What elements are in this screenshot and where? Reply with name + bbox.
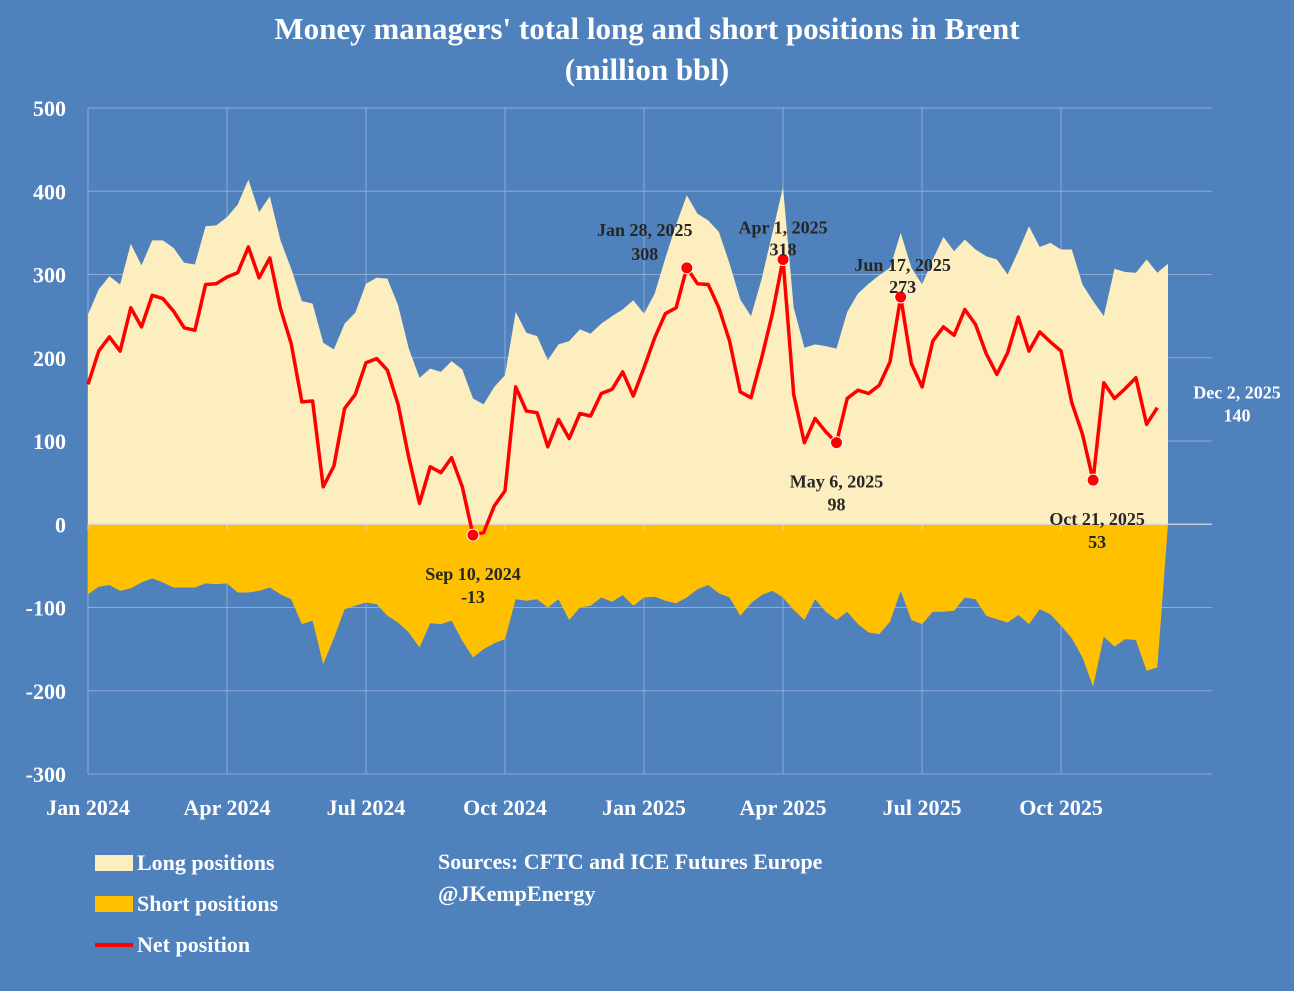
annotation: Dec 2, 2025 140 [1193, 383, 1280, 426]
net-position-line [86, 245, 1159, 537]
annotation: Sep 10, 2024 -13 [425, 528, 521, 607]
author-handle: @JKempEnergy [438, 881, 596, 906]
y-tick-label: 300 [33, 263, 66, 288]
chart-title-line2: (million bbl) [564, 52, 730, 87]
x-axis-ticks: Jan 2024 Apr 2024 Jul 2024 Oct 2024 Jan 2025… [46, 795, 1103, 820]
zero-axis [87, 523, 1212, 531]
x-tick-label: Apr 2025 [740, 795, 827, 820]
annotation-marker [830, 436, 844, 450]
long-positions-area [88, 179, 1168, 525]
x-tick-label: Jan 2024 [46, 795, 130, 820]
legend-item-short: Short positions [95, 883, 278, 924]
annotation-value: 98 [828, 495, 846, 515]
annotation-marker [466, 528, 480, 542]
legend-label-net: Net position [137, 931, 251, 957]
x-tick-label: Jan 2025 [602, 795, 686, 820]
annotation-value: 308 [631, 244, 658, 264]
annotation-date: Oct 21, 2025 [1049, 509, 1144, 529]
y-tick-label: -300 [26, 762, 66, 787]
legend-item-net: Net position [95, 924, 278, 965]
chart-title: Money managers' total long and short pos… [0, 8, 1294, 90]
legend-item-long: Long positions [95, 842, 278, 883]
legend-swatch-net [95, 942, 133, 947]
legend-swatch-short [95, 895, 133, 912]
legend-label-long: Long positions [137, 849, 275, 875]
area-series [88, 179, 1168, 687]
annotation-date: Dec 2, 2025 [1193, 383, 1280, 403]
legend-label-short: Short positions [137, 890, 279, 916]
annotation-marker [894, 290, 908, 304]
annotation-value: 318 [770, 240, 797, 260]
annotation: Oct 21, 2025 53 [1049, 473, 1145, 552]
annotation-date: Jan 28, 2025 [597, 220, 693, 240]
x-tick-label: Oct 2025 [1019, 795, 1103, 820]
net-line-series [86, 245, 1159, 537]
annotation: May 6, 2025 98 [790, 436, 884, 515]
annotation-value: 273 [889, 277, 916, 297]
legend: Long positions Short positions Net posit… [95, 842, 278, 965]
source-line: Sources: CFTC and ICE Futures Europe [438, 849, 823, 874]
annotation-date: May 6, 2025 [790, 472, 884, 492]
x-tick-label: Oct 2024 [463, 795, 547, 820]
annotation-marker [1086, 473, 1100, 487]
source-note: Sources: CFTC and ICE Futures Europe @JK… [438, 846, 822, 910]
annotation-date: Apr 1, 2025 [738, 218, 827, 238]
y-tick-label: 200 [33, 346, 66, 371]
y-tick-label: -100 [26, 596, 66, 621]
y-tick-label: 0 [55, 512, 66, 537]
short-positions-area [88, 524, 1168, 687]
annotation-marker [680, 261, 694, 275]
annotation-date: Jun 17, 2025 [854, 255, 951, 275]
annotation: Jan 28, 2025 308 [597, 220, 694, 275]
y-axis-ticks: 500 400 300 200 100 0 -100 -200 -300 [26, 96, 66, 787]
annotations: Sep 10, 2024 -13 Jan 28, 2025 308 Apr 1, 202… [425, 218, 1281, 608]
chart-title-line1: Money managers' total long and short pos… [274, 11, 1020, 46]
annotation-date: Sep 10, 2024 [425, 564, 521, 584]
legend-swatch-long [95, 854, 133, 871]
annotation-value: 53 [1088, 532, 1106, 552]
x-tick-label: Apr 2024 [184, 795, 271, 820]
y-tick-label: 100 [33, 429, 66, 454]
y-tick-label: 500 [33, 96, 66, 121]
annotation-value: -13 [461, 587, 485, 607]
x-tick-label: Jul 2025 [883, 795, 962, 820]
y-tick-label: 400 [33, 179, 66, 204]
annotation-value: 140 [1224, 406, 1251, 426]
x-tick-label: Jul 2024 [327, 795, 406, 820]
annotation-marker [776, 253, 790, 267]
y-tick-label: -200 [26, 679, 66, 704]
